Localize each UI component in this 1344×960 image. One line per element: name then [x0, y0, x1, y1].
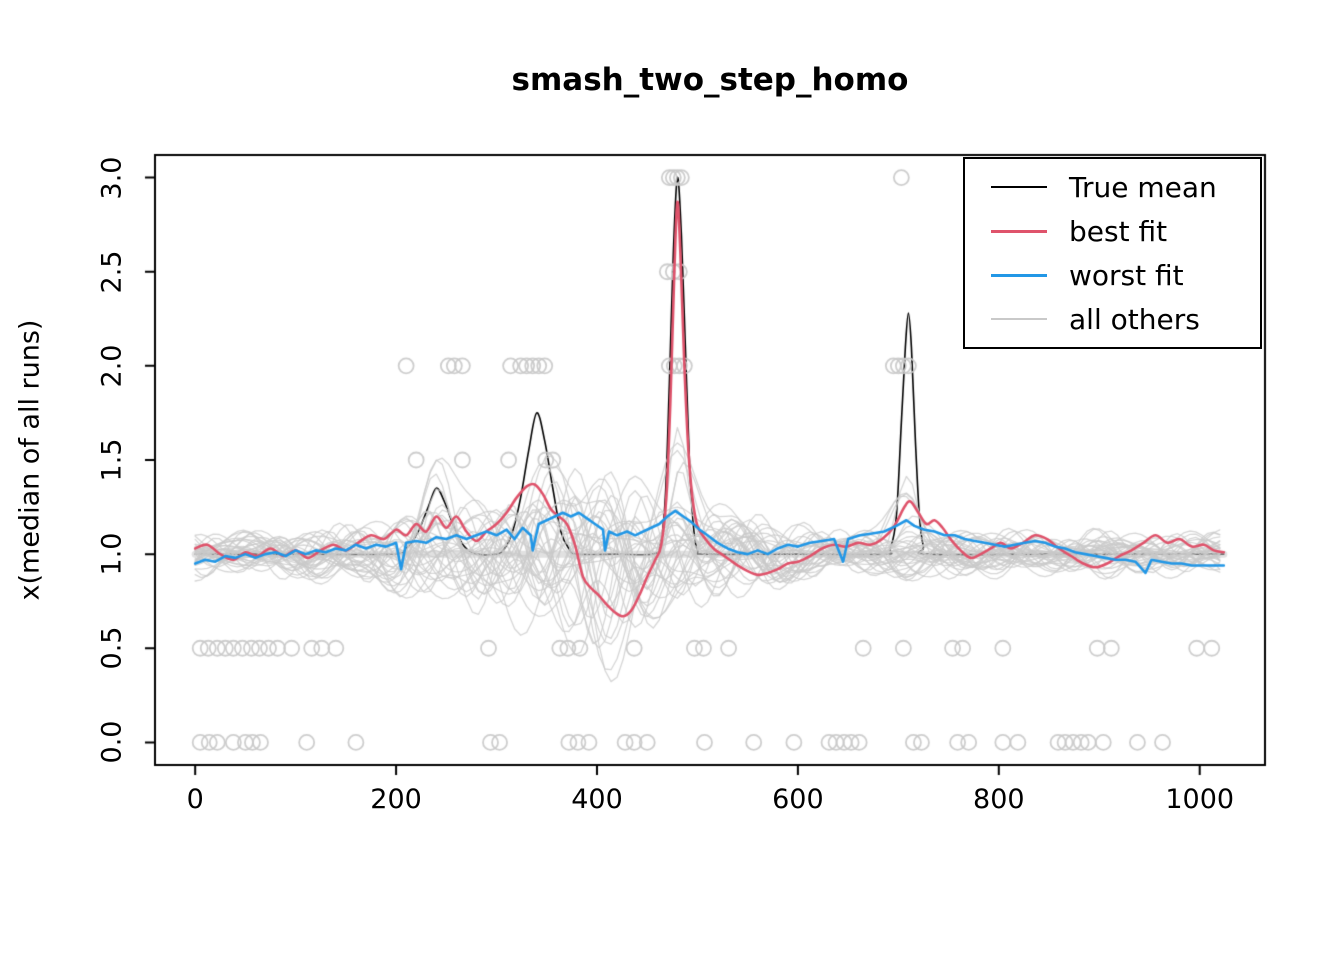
- y-tick-label: 3.0: [96, 156, 128, 200]
- legend-line-sample-best-fit: [991, 229, 1047, 233]
- legend-line-sample-true-mean: [991, 186, 1047, 188]
- x-tick-label: 1000: [1165, 784, 1235, 815]
- x-tick-label: 400: [571, 784, 623, 815]
- y-tick-label: 1.5: [96, 438, 128, 482]
- chart-title: smash_two_step_homo: [511, 62, 909, 98]
- x-tick-label: 800: [973, 784, 1025, 815]
- legend-label-all-others: all others: [1069, 302, 1200, 336]
- legend-item-all-others: all others: [991, 300, 1260, 338]
- y-tick-label: 1.0: [96, 532, 128, 576]
- legend: True mean best fit worst fit all others: [963, 157, 1262, 349]
- legend-item-best-fit: best fit: [991, 212, 1260, 250]
- legend-label-best-fit: best fit: [1069, 214, 1168, 248]
- x-tick-label: 200: [370, 784, 422, 815]
- legend-label-true-mean: True mean: [1069, 170, 1217, 204]
- y-axis-label: x(median of all runs): [14, 319, 46, 601]
- legend-label-worst-fit: worst fit: [1069, 258, 1184, 292]
- y-tick-label: 2.5: [96, 250, 128, 294]
- x-tick-label: 0: [186, 784, 204, 815]
- x-tick-label: 600: [772, 784, 824, 815]
- legend-line-sample-worst-fit: [991, 273, 1047, 277]
- legend-item-true-mean: True mean: [991, 168, 1260, 206]
- y-tick-label: 0.5: [96, 626, 128, 670]
- legend-line-sample-all-others: [991, 318, 1047, 320]
- y-tick-label: 0.0: [96, 720, 128, 764]
- legend-item-worst-fit: worst fit: [991, 256, 1260, 294]
- y-tick-label: 2.0: [96, 344, 128, 388]
